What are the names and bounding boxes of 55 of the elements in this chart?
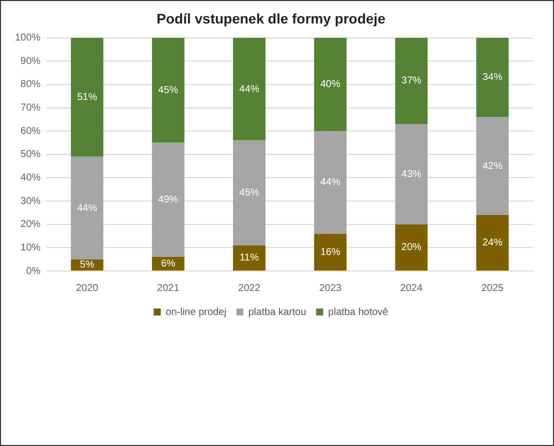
y-tick-label: 80% — [20, 79, 41, 90]
bar — [395, 124, 428, 224]
data-label: 43% — [401, 168, 422, 180]
y-tick-label: 60% — [20, 126, 41, 137]
bar — [476, 38, 509, 118]
data-label: 44% — [77, 202, 98, 214]
data-label: 44% — [239, 84, 260, 95]
data-label: 51% — [77, 92, 98, 104]
y-tick-label: 0% — [26, 266, 41, 277]
y-tick-label: 100% — [15, 32, 41, 44]
data-label: 45% — [239, 188, 260, 199]
bar — [314, 131, 347, 234]
y-tick-label: 10% — [20, 242, 41, 254]
y-tick-label: 70% — [20, 102, 41, 114]
y-tick-label: 50% — [20, 149, 41, 160]
x-tick-label: 2023 — [319, 282, 342, 294]
legend-label: platba hotově — [328, 306, 389, 318]
bar — [152, 142, 184, 258]
data-label: 34% — [482, 72, 503, 84]
bar — [476, 215, 509, 270]
data-label: 20% — [401, 242, 422, 254]
bar — [395, 224, 428, 270]
bar — [233, 38, 266, 140]
bar — [314, 38, 347, 132]
x-tick-label: 2021 — [157, 282, 180, 294]
data-label: 49% — [158, 194, 178, 206]
bar — [395, 38, 428, 124]
legend-label: platba kartou — [248, 306, 306, 318]
bar — [233, 140, 266, 246]
data-label: 37% — [401, 76, 422, 87]
data-label: 5% — [80, 260, 94, 271]
data-label: 16% — [320, 246, 340, 258]
bar — [70, 38, 104, 157]
data-label: 42% — [482, 160, 503, 172]
bar — [476, 117, 509, 216]
data-label: 24% — [482, 238, 503, 249]
y-tick-label: 90% — [20, 56, 41, 67]
data-label: 11% — [240, 252, 259, 264]
y-tick-label: 20% — [20, 219, 41, 230]
bar — [152, 38, 184, 143]
bar — [70, 156, 104, 260]
data-label: 6% — [160, 258, 176, 270]
data-label: 45% — [158, 85, 178, 96]
x-tick-label: 2022 — [238, 282, 261, 294]
x-tick-label: 2025 — [481, 282, 504, 294]
y-tick-label: 30% — [20, 196, 41, 207]
legend-label: on-line prodej — [166, 306, 226, 318]
x-tick-label: 2020 — [76, 282, 99, 294]
data-label: 44% — [320, 177, 340, 188]
bar — [314, 234, 347, 270]
data-label: 40% — [320, 79, 340, 90]
x-tick-label: 2024 — [400, 282, 423, 294]
y-tick-label: 40% — [20, 172, 41, 184]
chart-title: Podíl vstupenek dle formy prodeje — [156, 10, 386, 26]
bar — [233, 245, 266, 270]
